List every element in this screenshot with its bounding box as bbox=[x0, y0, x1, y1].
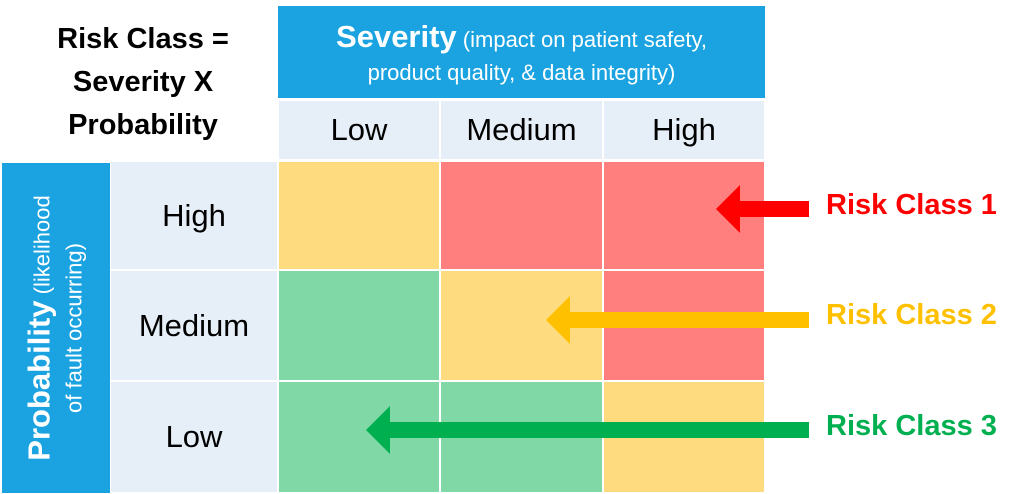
severity-header: Severity (impact on patient safety, prod… bbox=[278, 6, 765, 98]
formula-line-2: Severity X bbox=[72, 66, 214, 98]
matrix-cell-prob-low-sev-medium bbox=[440, 381, 603, 493]
risk-class-3-label: Risk Class 3 bbox=[826, 410, 997, 442]
severity-level-low: Low bbox=[278, 100, 440, 160]
severity-subtitle-1: (impact on patient safety, bbox=[462, 27, 707, 52]
formula-line-1: Risk Class = bbox=[57, 23, 229, 55]
probability-level-medium: Medium bbox=[110, 270, 278, 381]
matrix-cell-prob-medium-sev-low bbox=[278, 270, 440, 381]
matrix-cell-prob-low-sev-high bbox=[603, 381, 765, 493]
severity-title: Severity bbox=[336, 19, 457, 54]
probability-subtitle-1: (likelihood bbox=[29, 195, 55, 295]
probability-subtitle-2: of fault occurring) bbox=[61, 243, 87, 413]
matrix-cell-prob-low-sev-low bbox=[278, 381, 440, 493]
probability-header: Probability (likelihood of fault occurri… bbox=[2, 163, 110, 493]
matrix-cell-prob-high-sev-high bbox=[603, 161, 765, 270]
probability-level-high: High bbox=[110, 161, 278, 270]
probability-title: Probability bbox=[21, 300, 57, 461]
formula-text: Risk Class = Severity X Probability bbox=[30, 18, 256, 147]
severity-level-high: High bbox=[603, 100, 765, 160]
severity-level-medium: Medium bbox=[440, 100, 603, 160]
risk-class-1-label: Risk Class 1 bbox=[826, 189, 997, 221]
formula-line-3: Probability bbox=[68, 109, 218, 141]
matrix-cell-prob-high-sev-medium bbox=[440, 161, 603, 270]
matrix-cell-prob-medium-sev-medium bbox=[440, 270, 603, 381]
risk-class-2-label: Risk Class 2 bbox=[826, 299, 997, 331]
matrix-cell-prob-high-sev-low bbox=[278, 161, 440, 270]
matrix-cell-prob-medium-sev-high bbox=[603, 270, 765, 381]
probability-level-low: Low bbox=[110, 381, 278, 493]
severity-subtitle-2: product quality, & data integrity) bbox=[367, 60, 676, 85]
